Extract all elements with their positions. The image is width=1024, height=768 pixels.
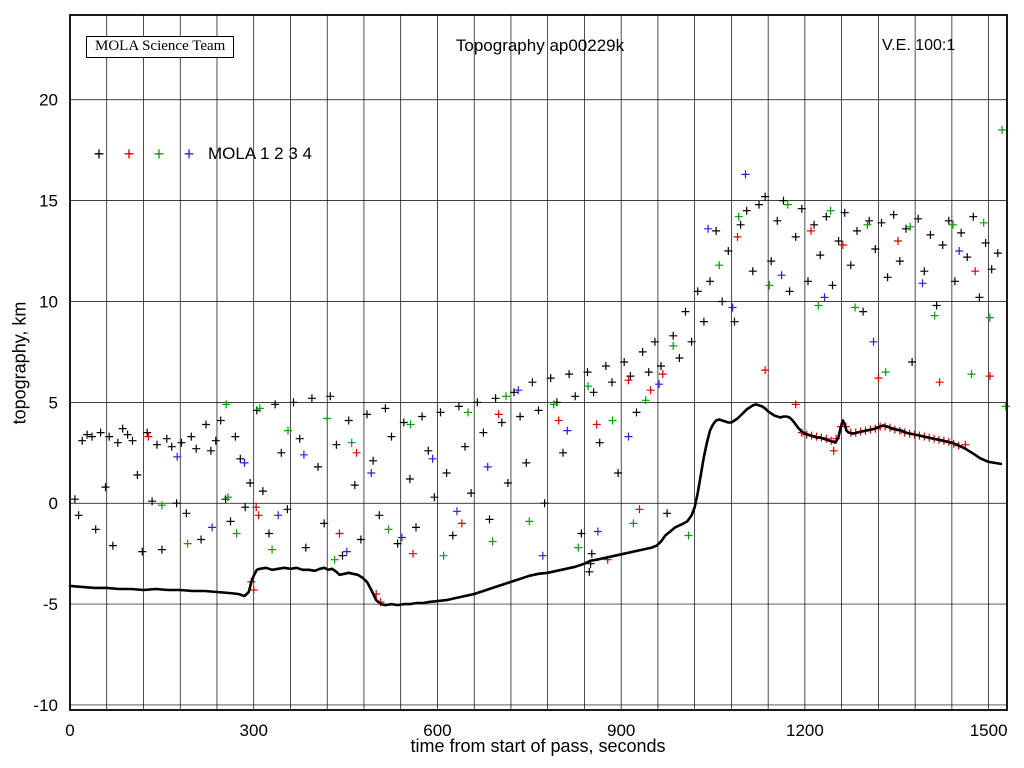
legend-marker-mola-4: + [183, 144, 195, 164]
x-tick-label: 300 [240, 721, 268, 740]
y-tick-label: 5 [49, 393, 58, 412]
y-tick-label: -5 [43, 595, 58, 614]
tick-labels: 0 300 600 900 1200 1500 -10 -5 0 5 10 15 20 [33, 91, 1007, 740]
scatter-mola-1 [70, 192, 1002, 576]
scatter-mola-3 [157, 126, 1010, 564]
y-tick-label: 20 [39, 91, 58, 110]
x-axis-label: time from start of pass, seconds [410, 736, 666, 756]
chart-title: Topography ap00229k [455, 36, 625, 55]
y-axis-label: topography, km [9, 301, 30, 425]
plot-border [69, 14, 1008, 711]
x-tick-label: 600 [423, 721, 451, 740]
legend-marker-mola-1: + [93, 144, 105, 164]
gridlines [69, 15, 1007, 710]
ground-track [68, 403, 1003, 607]
x-tick-label: 1500 [970, 721, 1008, 740]
y-tick-label: 15 [39, 192, 58, 211]
legend-marker-mola-3: + [153, 144, 165, 164]
legend-label: MOLA 1 2 3 4 [208, 144, 312, 163]
x-tick-label: 0 [65, 721, 74, 740]
vertical-exaggeration-label: V.E. 100:1 [882, 37, 956, 54]
y-tick-label: 10 [39, 292, 58, 311]
track-line [68, 403, 1003, 607]
x-tick-label: 1200 [786, 721, 824, 740]
y-tick-label: 0 [49, 494, 58, 513]
mola-science-team-box: MOLA Science Team [86, 36, 235, 58]
y-tick-label: -10 [33, 696, 58, 715]
legend: + + + + MOLA 1 2 3 4 [84, 144, 312, 164]
scatter-series [70, 126, 1010, 607]
credit-text: MOLA Science Team [95, 38, 226, 54]
scatter-mola-4 [173, 170, 964, 560]
x-tick-label: 900 [607, 721, 635, 740]
legend-marker-mola-2: + [123, 144, 135, 164]
